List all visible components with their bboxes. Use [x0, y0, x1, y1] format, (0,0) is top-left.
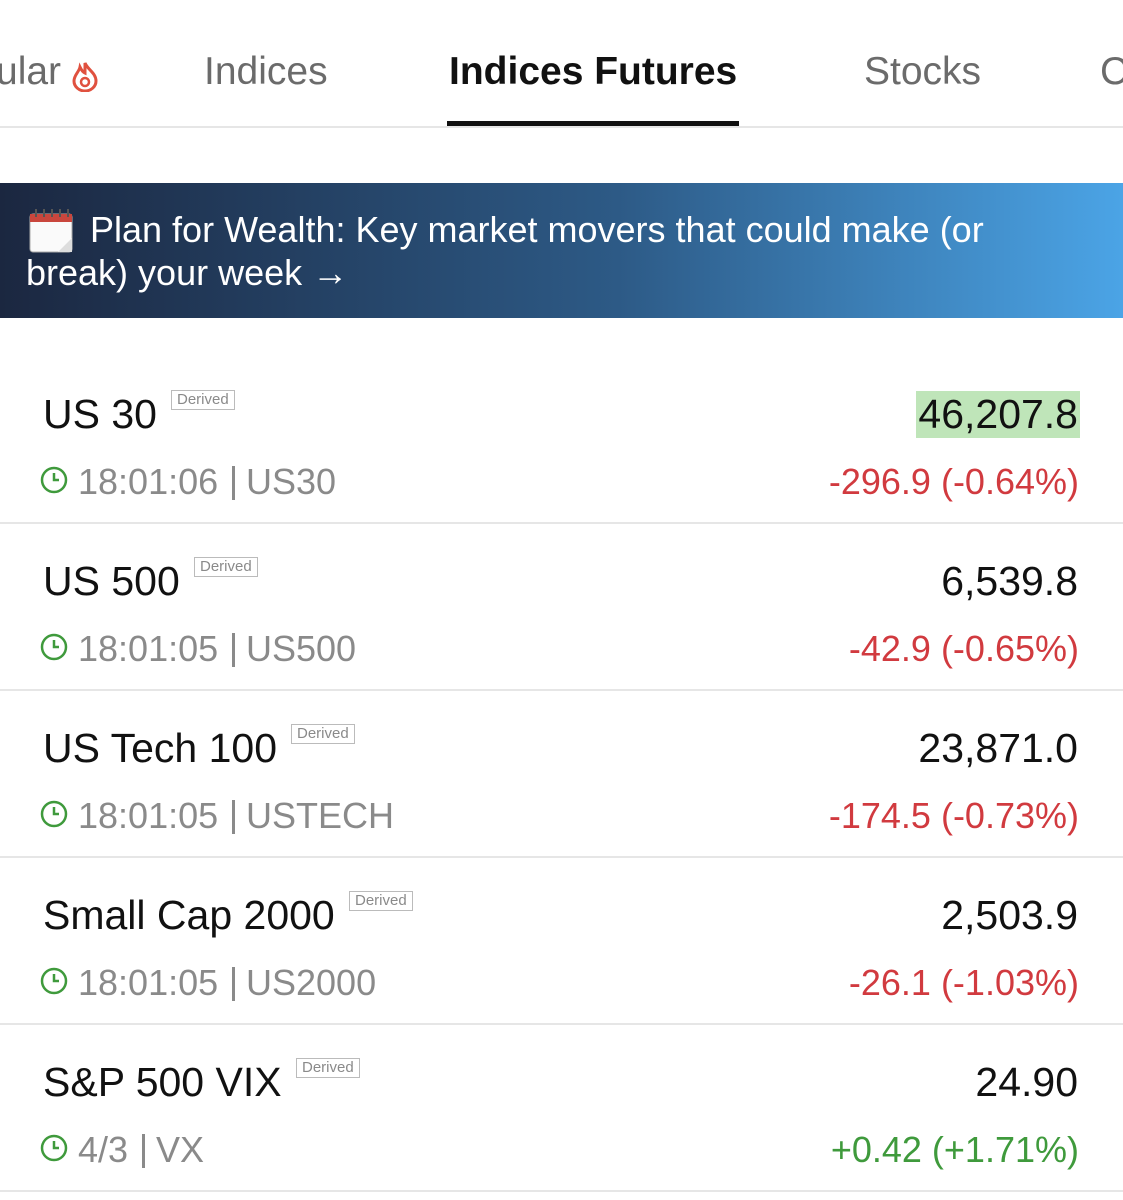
quote-row[interactable]: S&P 500 VIX 4/3 24.90 +0.42 (+1.71%) Derived… [0, 1013, 1123, 1180]
separator [142, 1134, 145, 1168]
tab[interactable]: ular [0, 50, 62, 93]
timestamp: 18:01:05 [78, 795, 219, 836]
tab[interactable]: C [1100, 50, 1123, 93]
separator [232, 800, 235, 834]
quote-row[interactable]: US Tech 100 18:01:05 23,871.0 -174.5 (-0.73… [0, 679, 1123, 846]
symbol: VX [156, 1129, 205, 1170]
price: 6,539.8 [941, 558, 1078, 604]
tab[interactable]: Indices [204, 50, 328, 93]
banner[interactable] [0, 183, 1123, 318]
derived-badge: Derived [194, 557, 258, 577]
instrument-name: S&P 500 VIX [43, 1059, 282, 1105]
quote-row[interactable]: US 30 18:01:06 46,207.8 -296.9 (-0.64%) Deri… [0, 345, 1123, 512]
instrument-name: US Tech 100 [43, 725, 278, 771]
fire-icon [72, 62, 98, 92]
price-change: -42.9 (-0.65%) [848, 628, 1079, 669]
row-divider [0, 1190, 1123, 1192]
instrument-name: US 500 [43, 558, 180, 604]
derived-badge: Derived [349, 891, 413, 911]
separator [232, 633, 235, 667]
row-divider [0, 522, 1123, 524]
timestamp: 4/3 [78, 1129, 129, 1170]
price-change: -174.5 (-0.73%) [828, 795, 1079, 836]
derived-badge: Derived [171, 390, 235, 410]
row-divider [0, 689, 1123, 691]
timestamp: 18:01:06 [78, 461, 219, 502]
derived-badge: Derived [296, 1058, 360, 1078]
separator [232, 466, 235, 500]
clock-icon [40, 1134, 68, 1162]
derived-badge: Derived [291, 724, 355, 744]
clock-icon [40, 633, 68, 661]
symbol: USTECH [246, 795, 395, 836]
row-divider [0, 856, 1123, 858]
row-divider [0, 1023, 1123, 1025]
price-change: -296.9 (-0.64%) [828, 461, 1079, 502]
active-tab-indicator [447, 121, 739, 127]
tab[interactable]: Stocks [864, 50, 982, 93]
price-change: +0.42 (+1.71%) [830, 1129, 1079, 1170]
banner-text[interactable]: Plan for Wealth: Key market movers that … [26, 209, 984, 293]
price: 23,871.0 [918, 725, 1078, 771]
quote-row[interactable]: US 500 18:01:05 6,539.8 -42.9 (-0.65%) Deriv… [0, 512, 1123, 679]
timestamp: 18:01:05 [78, 962, 219, 1003]
price: 46,207.8 [916, 391, 1080, 438]
clock-icon [40, 800, 68, 828]
tab-divider [0, 126, 1123, 128]
instrument-name: Small Cap 2000 [43, 892, 335, 938]
price: 24.90 [975, 1059, 1078, 1105]
timestamp: 18:01:05 [78, 628, 219, 669]
clock-icon [40, 967, 68, 995]
symbol: US30 [246, 461, 337, 502]
calendar-icon [29, 209, 73, 253]
separator [232, 967, 235, 1001]
price: 2,503.9 [941, 892, 1078, 938]
quote-row[interactable]: Small Cap 2000 18:01:05 2,503.9 -26.1 (-1.0… [0, 846, 1123, 1013]
symbol: US2000 [246, 962, 377, 1003]
clock-icon [40, 466, 68, 494]
instrument-name: US 30 [43, 391, 157, 437]
tab[interactable]: Indices Futures [449, 50, 738, 93]
price-change: -26.1 (-1.03%) [848, 962, 1079, 1003]
symbol: US500 [246, 628, 357, 669]
